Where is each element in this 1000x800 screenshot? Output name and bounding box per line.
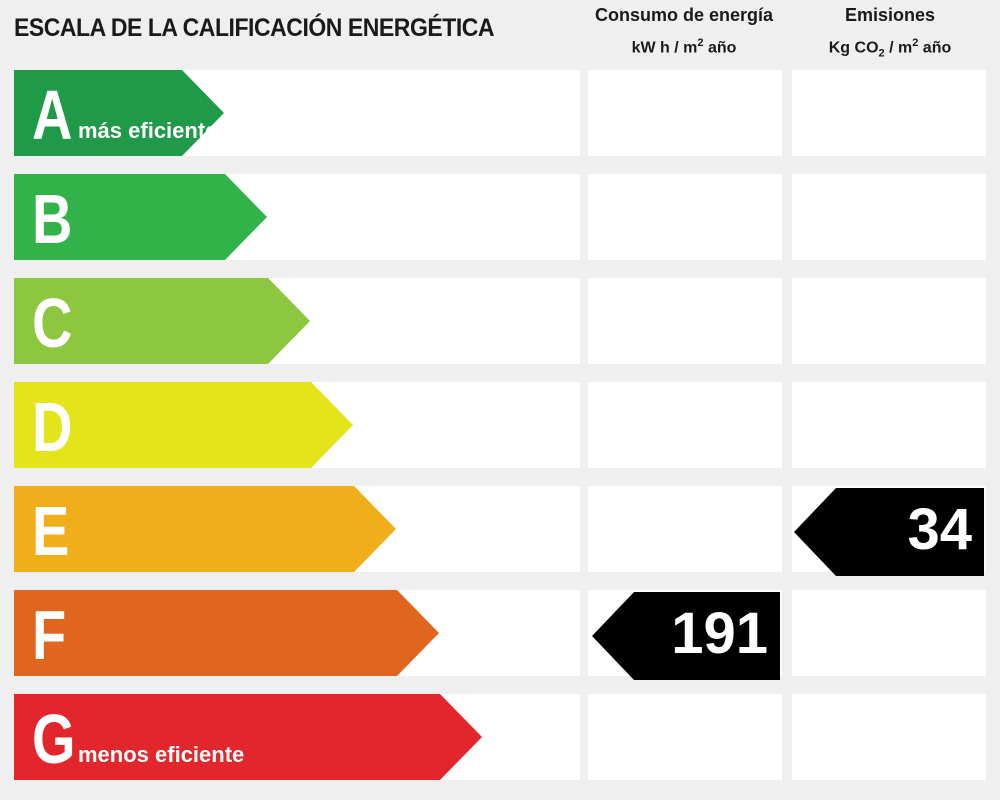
energy-unit-sup: 2 (697, 37, 704, 49)
emissions-unit-mid: / m (884, 39, 913, 57)
rating-arrow-d: D (14, 382, 353, 468)
emissions-unit-sup: 2 (912, 37, 919, 49)
rating-letter: A (32, 76, 73, 154)
rating-letter: C (32, 284, 73, 362)
emissions-cell-d (792, 382, 986, 468)
energy-column-header: Consumo de energía kW h / m2 año (586, 4, 782, 59)
emissions-cell-c (792, 278, 986, 364)
rating-letter: B (32, 180, 73, 258)
rating-note: más eficiente (78, 118, 218, 143)
emissions-column-header: Emisiones Kg CO2 / m2 año (792, 4, 988, 65)
energy-header-unit: kW h / m2 año (586, 32, 782, 59)
energy-cell-g (588, 694, 782, 780)
emissions-unit-suffix: año (918, 39, 952, 57)
rating-letter: D (32, 388, 73, 466)
emissions-cell-b (792, 174, 986, 260)
rating-letter: E (32, 492, 70, 570)
rating-arrow-c: C (14, 278, 310, 364)
emissions-indicator: 34 (794, 488, 984, 576)
rating-letter: G (32, 700, 76, 778)
energy-unit-suffix: año (703, 39, 737, 57)
emissions-unit-prefix: Kg CO (828, 39, 879, 57)
emissions-value: 34 (907, 497, 972, 562)
rating-letter: F (32, 596, 67, 674)
energy-cell-d (588, 382, 782, 468)
energy-unit-prefix: kW h / m (631, 39, 698, 57)
emissions-header-unit: Kg CO2 / m2 año (792, 32, 988, 65)
energy-cell-c (588, 278, 782, 364)
page-title: ESCALA DE LA CALIFICACIÓN ENERGÉTICA (14, 14, 495, 42)
rating-arrow-f: F (14, 590, 439, 676)
emissions-cell-a (792, 70, 986, 156)
rating-arrow-e: E (14, 486, 396, 572)
energy-cell-b (588, 174, 782, 260)
emissions-cell-f (792, 590, 986, 676)
energy-cell-e (588, 486, 782, 572)
energy-value: 191 (671, 601, 768, 666)
energy-indicator: 191 (592, 592, 780, 680)
energy-header-line1: Consumo de energía (594, 5, 774, 25)
emissions-unit-sub: 2 (878, 47, 885, 60)
rating-arrow-b: B (14, 174, 267, 260)
energy-cell-a (588, 70, 782, 156)
emissions-cell-g (792, 694, 986, 780)
rating-note: menos eficiente (78, 742, 245, 767)
emissions-header-line1: Emisiones (844, 5, 936, 25)
